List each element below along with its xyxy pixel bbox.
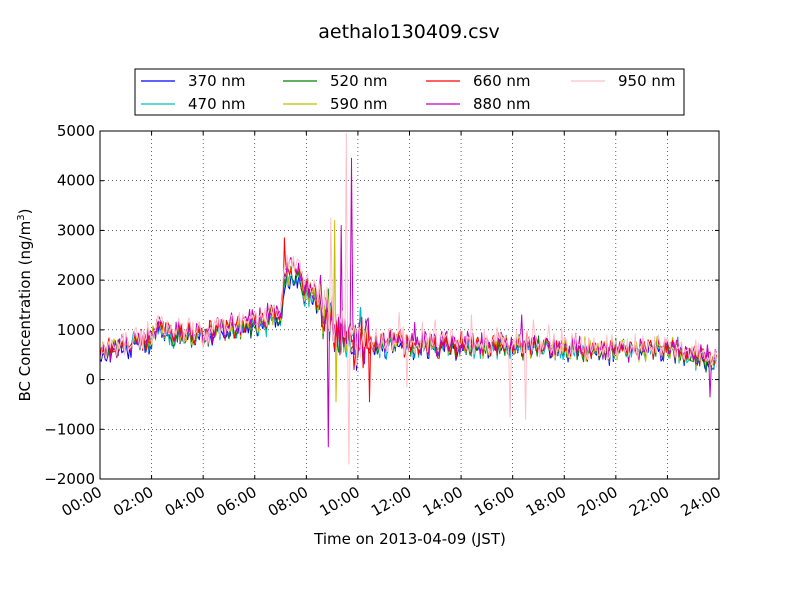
legend-label: 470 nm [188, 95, 246, 113]
y-tick-label: 4000 [57, 172, 95, 190]
legend-item: 590 nm [283, 95, 388, 113]
legend-item: 470 nm [141, 95, 246, 113]
legend-item: 660 nm [426, 72, 531, 90]
chart-title: aethalo130409.csv [318, 21, 500, 43]
y-axis-label-superscript: 3 [16, 214, 27, 220]
y-axis-label-suffix: ) [16, 209, 34, 215]
series-layer [99, 133, 717, 465]
y-tick-label: 0 [85, 371, 95, 389]
legend-label: 950 nm [618, 72, 676, 90]
legend-label: 880 nm [473, 95, 531, 113]
legend-box [134, 68, 685, 116]
y-axis-label: BC Concentration (ng/m3) [16, 209, 34, 402]
y-tick-label: 1000 [57, 321, 95, 339]
series-line-950-nm [99, 133, 717, 465]
legend-item: 950 nm [571, 72, 676, 90]
legend-item: 520 nm [283, 72, 388, 90]
legend-label: 590 nm [330, 95, 388, 113]
legend-items: 370 nm 470 nm 520 nm 590 nm 660 nm 880 nm 950 … [141, 72, 676, 113]
legend-item: 370 nm [141, 72, 246, 90]
y-tick-label: 3000 [57, 221, 95, 239]
y-tick-label: 5000 [57, 122, 95, 140]
legend-item: 880 nm [426, 95, 531, 113]
y-tick-label: −1000 [44, 420, 95, 438]
y-tick-label: 2000 [57, 271, 95, 289]
legend: 370 nm 470 nm 520 nm 590 nm 660 nm 880 nm 950 … [134, 68, 685, 116]
x-axis-label: Time on 2013-04-09 (JST) [313, 530, 506, 548]
y-tick-label: −2000 [44, 470, 95, 488]
legend-label: 520 nm [330, 72, 388, 90]
legend-label: 660 nm [473, 72, 531, 90]
legend-label: 370 nm [188, 72, 246, 90]
y-axis: −2000 −1000 0 1000 2000 3000 4000 5000 [44, 122, 719, 488]
y-axis-label-main: BC Concentration (ng/m [16, 221, 34, 402]
